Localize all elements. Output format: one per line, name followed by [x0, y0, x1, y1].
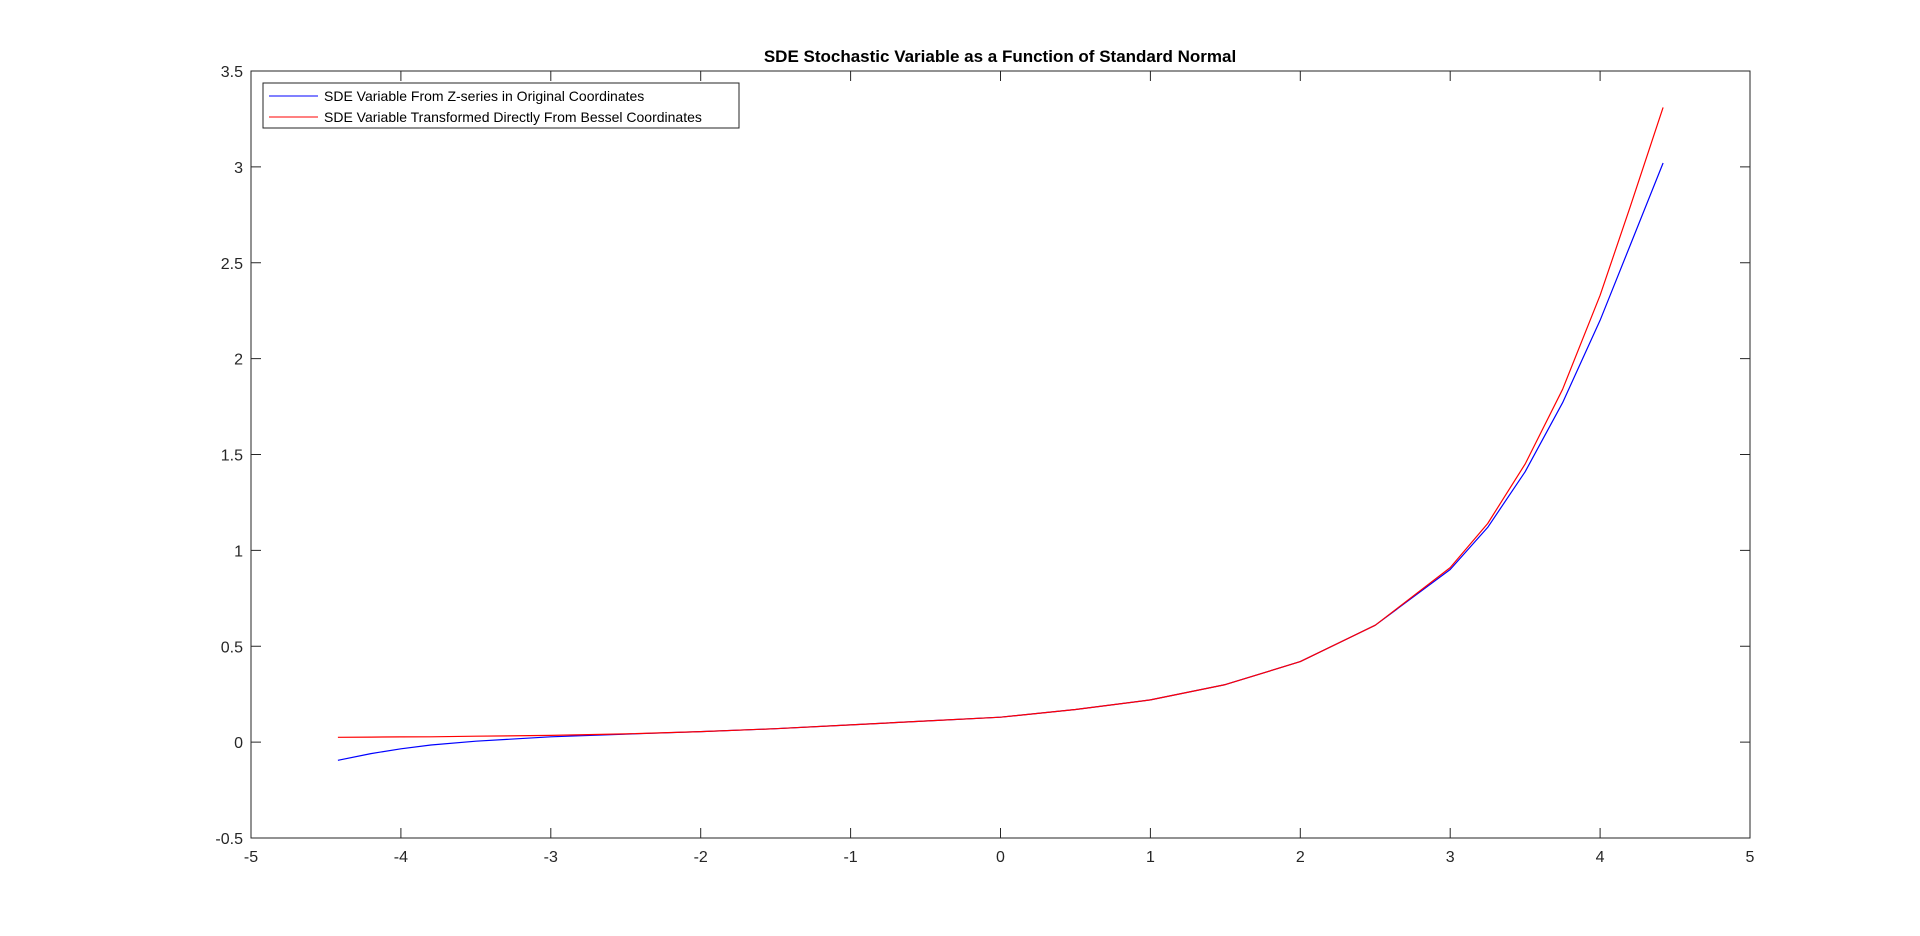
y-tick-label: 3.5: [221, 64, 243, 81]
chart-title: SDE Stochastic Variable as a Function of…: [764, 47, 1236, 66]
x-tick-label: 3: [1446, 849, 1455, 866]
y-tick-label: -0.5: [215, 831, 243, 848]
y-tick-label: 1.5: [221, 448, 243, 465]
x-tick-label: -2: [694, 849, 708, 866]
x-tick-label: 4: [1596, 849, 1605, 866]
series-layer: [337, 107, 1664, 761]
y-tick-label: 0.5: [221, 639, 243, 656]
y-tick-label: 3: [234, 160, 243, 177]
y-tick-label: 2.5: [221, 256, 243, 273]
plot-area: [251, 71, 1750, 838]
x-tick-label: 1: [1146, 849, 1155, 866]
y-tick-label: 0: [234, 735, 243, 752]
legend: SDE Variable From Z-series in Original C…: [262, 82, 740, 129]
x-tick-label: -1: [843, 849, 857, 866]
x-tick-label: -4: [394, 849, 408, 866]
x-tick-label: -5: [244, 849, 258, 866]
ticks-layer: -5 -4 -3 -2 -1 0 1 2 3 4 5 -0.5 0 0.5 1 1.5 2 2.5 3 3.5: [215, 64, 1754, 866]
x-tick-label: -3: [544, 849, 558, 866]
legend-box: [262, 82, 740, 129]
x-tick-label: 0: [996, 849, 1005, 866]
series-line-2: [337, 107, 1664, 738]
legend-label-series-1: SDE Variable From Z-series in Original C…: [324, 88, 644, 104]
y-tick-label: 2: [234, 352, 243, 369]
x-tick-label: 2: [1296, 849, 1305, 866]
y-tick-label: 1: [234, 543, 243, 560]
legend-label-series-2: SDE Variable Transformed Directly From B…: [324, 109, 702, 125]
x-tick-label: 5: [1746, 849, 1755, 866]
